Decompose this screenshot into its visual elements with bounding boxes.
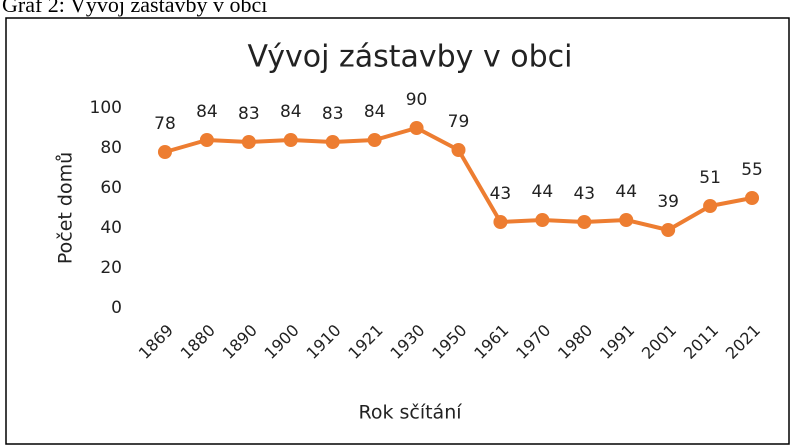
data-label: 39: [657, 192, 679, 212]
data-label: 84: [196, 102, 218, 122]
data-label: 51: [699, 168, 721, 188]
point: [157, 145, 172, 159]
data-label: 83: [238, 104, 260, 124]
point: [661, 223, 676, 237]
data-label: 43: [490, 184, 512, 204]
data-label: 83: [322, 104, 344, 124]
y-tick-label: 100: [90, 98, 122, 118]
data-label: 90: [406, 90, 428, 110]
y-tick-label: 20: [100, 258, 122, 278]
point: [367, 133, 382, 147]
data-label: 79: [448, 112, 470, 132]
point: [577, 215, 592, 229]
chart-title: Vývoj zástavby v obci: [248, 40, 573, 75]
point: [493, 215, 508, 229]
y-axis-label: Počet domů: [55, 152, 77, 264]
y-tick-label: 0: [111, 298, 122, 318]
data-label: 43: [573, 184, 595, 204]
point: [283, 133, 298, 147]
caption: Graf 2: Vývoj zástavby v obci: [2, 0, 267, 17]
y-tick-label: 40: [100, 218, 122, 238]
data-label: 78: [154, 114, 176, 134]
point: [199, 133, 214, 147]
data-label: 84: [364, 102, 386, 122]
data-label: 44: [532, 182, 554, 202]
point: [409, 121, 424, 135]
data-label: 55: [741, 160, 763, 180]
point: [619, 213, 634, 227]
point: [703, 199, 718, 213]
point: [745, 191, 760, 205]
y-tick-label: 80: [100, 138, 122, 158]
point: [535, 213, 550, 227]
data-label: 84: [280, 102, 302, 122]
point: [241, 135, 256, 149]
data-label: 44: [615, 182, 637, 202]
chart-frame: [5, 17, 790, 445]
y-tick-label: 60: [100, 178, 122, 198]
point: [451, 143, 466, 157]
point: [325, 135, 340, 149]
x-axis-label: Rok sčítání: [358, 402, 462, 424]
